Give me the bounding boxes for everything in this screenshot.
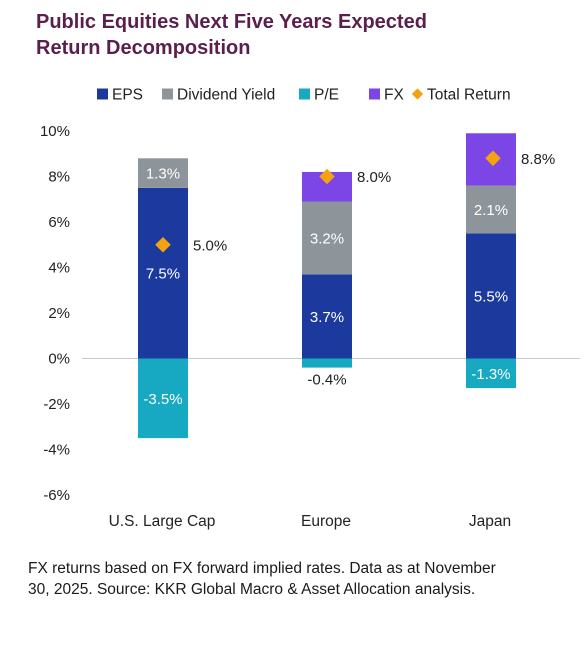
footnote-line-2: 30, 2025. Source: KKR Global Macro & Ass… (28, 581, 476, 598)
total-return-label-europe: 8.0% (357, 169, 391, 186)
legend-swatch-dividend-yield (162, 88, 173, 100)
y-axis: 10% 8% 6% 4% 2% 0% -2% -4% -6% (40, 123, 70, 504)
y-tick-label: 6% (48, 214, 70, 231)
data-label-eps-u-s-large-cap: 7.5% (146, 266, 180, 283)
bar-eps-japan (466, 233, 516, 359)
legend: EPS Dividend Yield P/E FX Total Return (97, 87, 511, 104)
legend-swatch-pe (299, 88, 310, 100)
bar-eps-europe (302, 274, 352, 359)
footnote: FX returns based on FX forward implied r… (28, 558, 573, 600)
total-return-label-u-s-large-cap: 5.0% (193, 237, 227, 254)
y-tick-label: 4% (48, 260, 70, 277)
legend-marker-total-return (411, 88, 424, 100)
x-category-label-japan: Japan (469, 513, 511, 530)
legend-swatch-eps (97, 88, 108, 100)
chart-title: Public Equities Next Five Years Expected… (36, 9, 556, 61)
legend-label-pe: P/E (314, 87, 339, 104)
data-label-pe-u-s-large-cap: -3.5% (143, 391, 182, 408)
data-label-dividend-yield-u-s-large-cap: 1.3% (146, 166, 180, 183)
data-label-pe-europe: -0.4% (307, 372, 346, 389)
y-tick-label: -4% (43, 442, 70, 459)
legend-swatch-fx (369, 88, 380, 100)
total-return-marker-u-s-large-cap (155, 236, 171, 253)
chart-title-line-1: Public Equities Next Five Years Expected (36, 11, 427, 33)
data-label-dividend-yield-europe: 3.2% (310, 230, 344, 247)
y-tick-label: -6% (43, 487, 70, 504)
x-category-label-europe: Europe (301, 513, 351, 530)
legend-label-eps: EPS (112, 87, 143, 104)
y-tick-label: 2% (48, 305, 70, 322)
total-return-marker-europe (319, 168, 335, 185)
stacked-bar-chart: EPS Dividend Yield P/E FX Total Return 10% 8%… (40, 87, 580, 530)
data-label-pe-japan: -1.3% (471, 366, 510, 383)
total-return-label-japan: 8.8% (521, 151, 555, 168)
footnote-line-1: FX returns based on FX forward implied r… (28, 560, 496, 577)
total-return-marker-japan (485, 150, 501, 167)
y-tick-label: 10% (40, 123, 70, 140)
bars: 7.5% 1.3% -3.5% 3.7% 3.2% -0.4% 5.5% 2.1% -1.3% (138, 133, 516, 439)
bar-dividend-yield-europe (302, 201, 352, 275)
data-label-eps-europe: 3.7% (310, 309, 344, 326)
total-return-markers: 5.0% 8.0% 8.8% (155, 150, 555, 254)
bar-eps-u-s-large-cap (138, 187, 188, 359)
y-tick-label: 8% (48, 169, 70, 186)
chart-title-line-2: Return Decomposition (36, 37, 251, 59)
bar-dividend-yield-u-s-large-cap (138, 158, 188, 188)
y-tick-label: 0% (48, 351, 70, 368)
legend-label-dividend-yield: Dividend Yield (177, 87, 275, 104)
bar-pe-u-s-large-cap (138, 358, 188, 439)
legend-label-fx: FX (384, 87, 404, 104)
legend-label-total-return: Total Return (427, 87, 511, 104)
x-category-label-u-s-large-cap: U.S. Large Cap (109, 513, 216, 530)
data-label-eps-japan: 5.5% (474, 288, 508, 305)
x-axis: U.S. Large Cap Europe Japan (109, 513, 512, 530)
data-label-dividend-yield-japan: 2.1% (474, 202, 508, 219)
y-tick-label: -2% (43, 396, 70, 413)
bar-dividend-yield-japan (466, 185, 516, 234)
bar-pe-europe (302, 358, 352, 368)
bar-pe-japan (466, 358, 516, 389)
